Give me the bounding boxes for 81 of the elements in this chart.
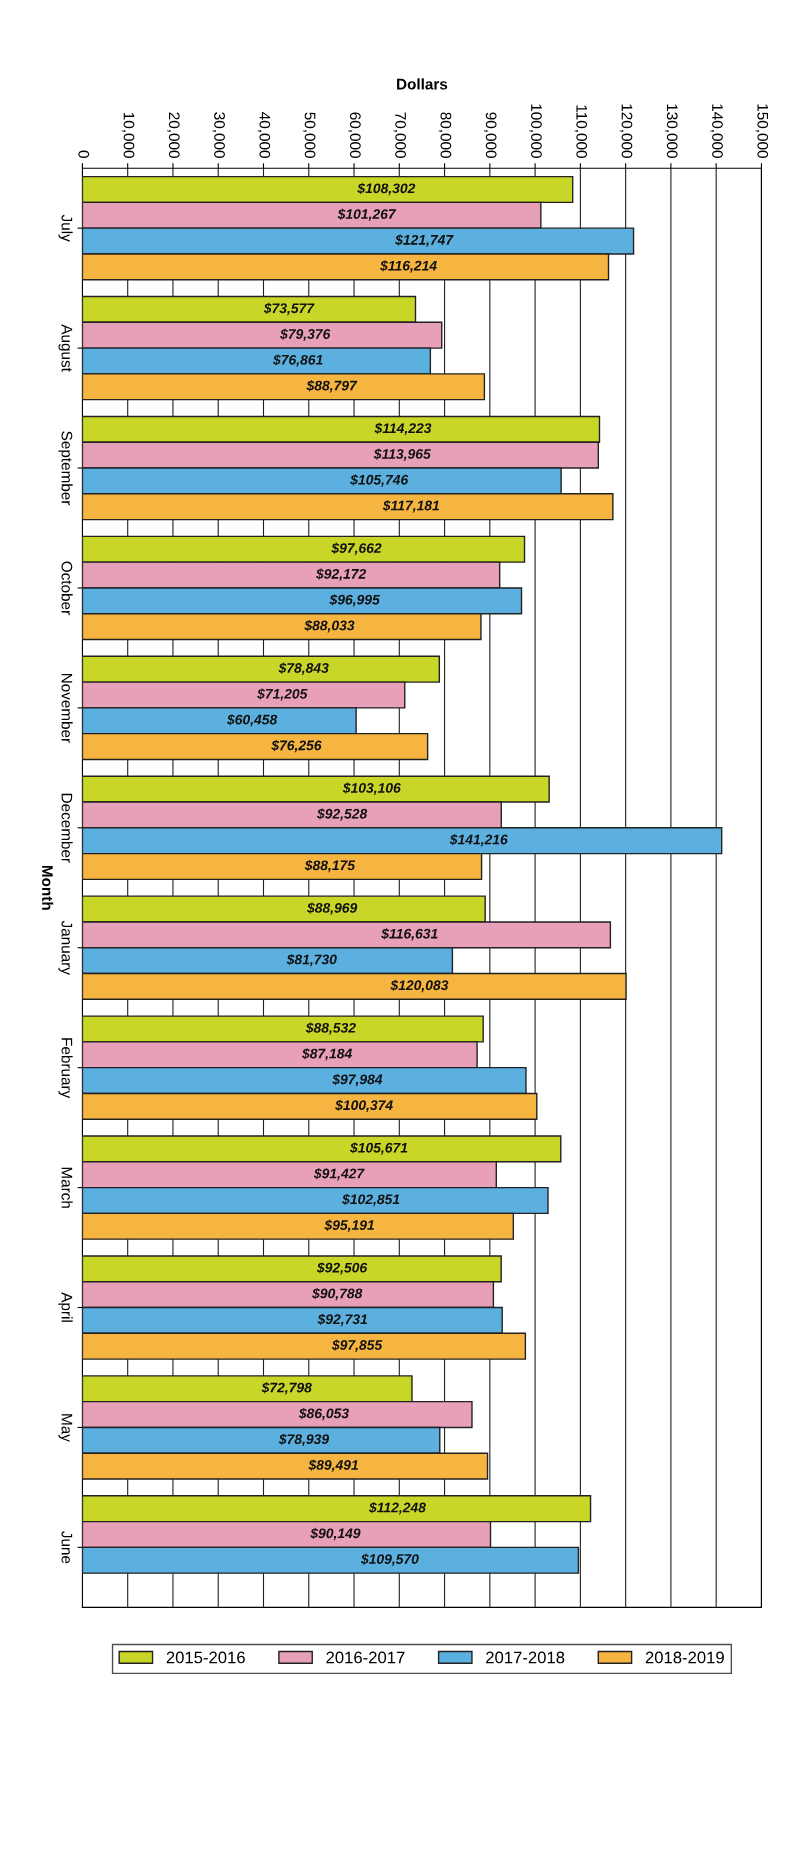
x-tick-label: 0 <box>78 150 90 158</box>
data-label: $60,458 <box>226 714 278 727</box>
data-label: $108,302 <box>357 182 416 196</box>
x-tick-label: 80,000 <box>438 112 452 158</box>
data-label: $86,053 <box>298 1407 349 1421</box>
data-label: $78,939 <box>278 1433 330 1447</box>
y-tick-label: July <box>58 214 73 242</box>
data-label: $102,851 <box>342 1193 400 1207</box>
data-label: $90,149 <box>310 1527 361 1541</box>
legend-label: 2015-2016 <box>166 1651 245 1664</box>
data-label: $76,256 <box>271 739 322 753</box>
data-label: $105,671 <box>349 1142 408 1155</box>
data-label: $96,995 <box>329 594 380 607</box>
data-label: $92,506 <box>316 1262 368 1275</box>
x-tick-label: 110,000 <box>574 105 588 158</box>
data-label: $100,374 <box>335 1099 393 1113</box>
data-label: $121,747 <box>395 234 454 247</box>
data-label: $101,267 <box>337 208 397 222</box>
data-label: $92,731 <box>317 1313 368 1327</box>
data-label: $95,191 <box>324 1219 374 1233</box>
y-tick-label: June <box>61 1531 73 1564</box>
data-label: $117,181 <box>382 499 440 513</box>
x-tick-label: 90,000 <box>483 112 497 158</box>
data-label: $71,205 <box>257 688 308 701</box>
data-label: $72,798 <box>261 1382 312 1395</box>
data-label: $97,984 <box>332 1073 383 1087</box>
y-tick-label: March <box>61 1167 73 1208</box>
y-tick-label: January <box>58 920 73 975</box>
data-label: $88,532 <box>305 1022 356 1035</box>
x-tick-label: 10,000 <box>121 112 135 158</box>
y-tick-label: September <box>58 431 73 506</box>
y-tick-label: November <box>61 673 73 743</box>
x-tick-label: 40,000 <box>257 112 271 158</box>
data-label: $92,172 <box>315 568 367 581</box>
x-tick-label: 20,000 <box>167 112 180 158</box>
y-tick-label: May <box>58 1414 73 1442</box>
x-tick-label: 70,000 <box>393 112 407 158</box>
legend-label: 2017-2018 <box>486 1651 565 1664</box>
x-tick-label: 120,000 <box>619 104 633 158</box>
x-tick-label: 30,000 <box>212 112 225 158</box>
data-label: $89,491 <box>308 1459 358 1472</box>
data-label: $73,577 <box>263 302 315 316</box>
data-label: $116,631 <box>381 928 438 941</box>
data-label: $90,788 <box>312 1287 363 1301</box>
data-label: $92,528 <box>316 808 368 821</box>
x-tick-label: 60,000 <box>348 112 361 158</box>
data-label: $88,969 <box>306 902 358 915</box>
y-tick-label: February <box>58 1038 73 1099</box>
x-tick-label: 130,000 <box>665 104 678 158</box>
data-label: $91,427 <box>313 1167 365 1181</box>
data-label: $88,175 <box>304 859 356 873</box>
x-tick-label: 150,000 <box>755 104 769 158</box>
data-label: $81,730 <box>286 953 337 967</box>
data-label: $87,184 <box>301 1048 352 1061</box>
y-tick-label: December <box>61 793 73 863</box>
y-tick-label: April <box>58 1292 73 1322</box>
x-tick-label: 50,000 <box>302 112 316 158</box>
data-label: $103,106 <box>342 782 401 795</box>
data-label: $97,855 <box>331 1339 383 1352</box>
data-label: $97,662 <box>331 542 382 556</box>
y-tick-label: October <box>61 561 73 615</box>
data-label: $88,797 <box>306 380 358 393</box>
data-label: $114,223 <box>374 422 432 436</box>
data-label: $88,033 <box>304 619 355 633</box>
y-axis-title: Month <box>42 865 54 910</box>
x-tick-label: 100,000 <box>529 104 542 158</box>
data-label: $113,965 <box>373 448 431 461</box>
data-label: $141,216 <box>449 833 508 847</box>
legend-label: 2018-2019 <box>645 1651 724 1664</box>
data-label: $76,861 <box>272 354 323 367</box>
data-label: $116,214 <box>380 260 437 273</box>
legend-label: 2016-2017 <box>326 1651 405 1664</box>
data-label: $78,843 <box>278 662 329 675</box>
data-label: $109,570 <box>360 1553 419 1567</box>
data-label: $120,083 <box>390 979 449 993</box>
x-axis-title: Dollars <box>397 78 448 90</box>
y-tick-label: August <box>58 324 73 372</box>
data-label: $105,746 <box>350 474 409 487</box>
x-tick-label: 140,000 <box>710 104 723 158</box>
data-label: $112,248 <box>368 1501 426 1515</box>
data-label: $79,376 <box>280 328 331 341</box>
